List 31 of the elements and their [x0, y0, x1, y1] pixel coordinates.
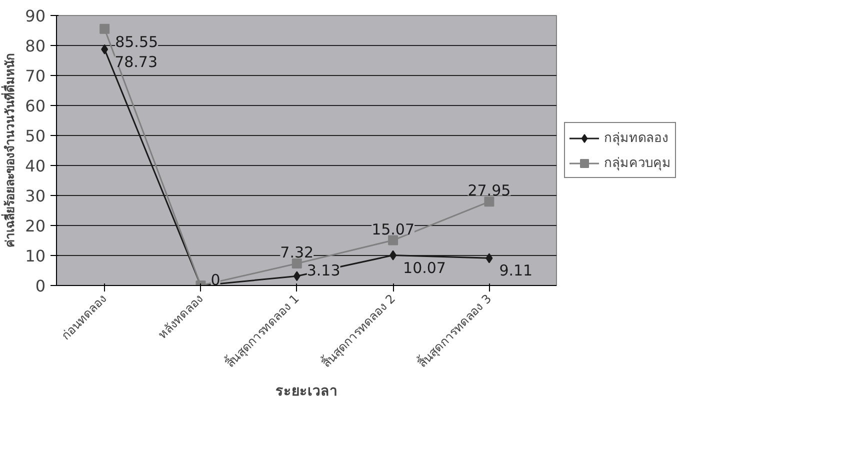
y-tick-label: 0 [35, 276, 46, 296]
data-label: 15.07 [372, 220, 415, 238]
data-label: 0 [210, 271, 220, 289]
point [100, 24, 110, 34]
data-label: 10.07 [403, 258, 446, 277]
point [484, 196, 494, 207]
y-tick-label: 60 [25, 96, 46, 116]
data-label: 85.55 [115, 32, 158, 51]
data-label: 27.95 [468, 182, 511, 200]
point [390, 250, 397, 260]
data-label: 78.73 [114, 52, 158, 71]
y-tick-label: 90 [25, 6, 46, 26]
point [292, 258, 302, 269]
point [486, 253, 493, 264]
y-tick-label: 50 [25, 126, 46, 146]
y-tick-label: 20 [25, 216, 46, 236]
data-label: 7.32 [280, 244, 314, 262]
data-label: 3.13 [306, 262, 340, 280]
y-tick-label: 80 [25, 36, 46, 56]
data-label: 9.11 [499, 262, 533, 280]
point [388, 235, 398, 246]
x-axis-title: ระยะเวลา [276, 383, 338, 400]
y-tick-label: 70 [25, 66, 46, 86]
y-tick-label: 10 [25, 246, 46, 266]
y-tick-label: 40 [25, 156, 46, 176]
legend-label: กลุ่มควบคุม [604, 155, 671, 173]
point [101, 44, 108, 54]
point [293, 271, 300, 282]
y-axis-title: ค่าเฉลี่ยร้อยละของจำนวนวันที่ดื่มหนัก [1, 54, 18, 248]
legend-label: กลุ่มทดลอง [604, 130, 668, 148]
y-tick-label: 30 [25, 186, 46, 206]
